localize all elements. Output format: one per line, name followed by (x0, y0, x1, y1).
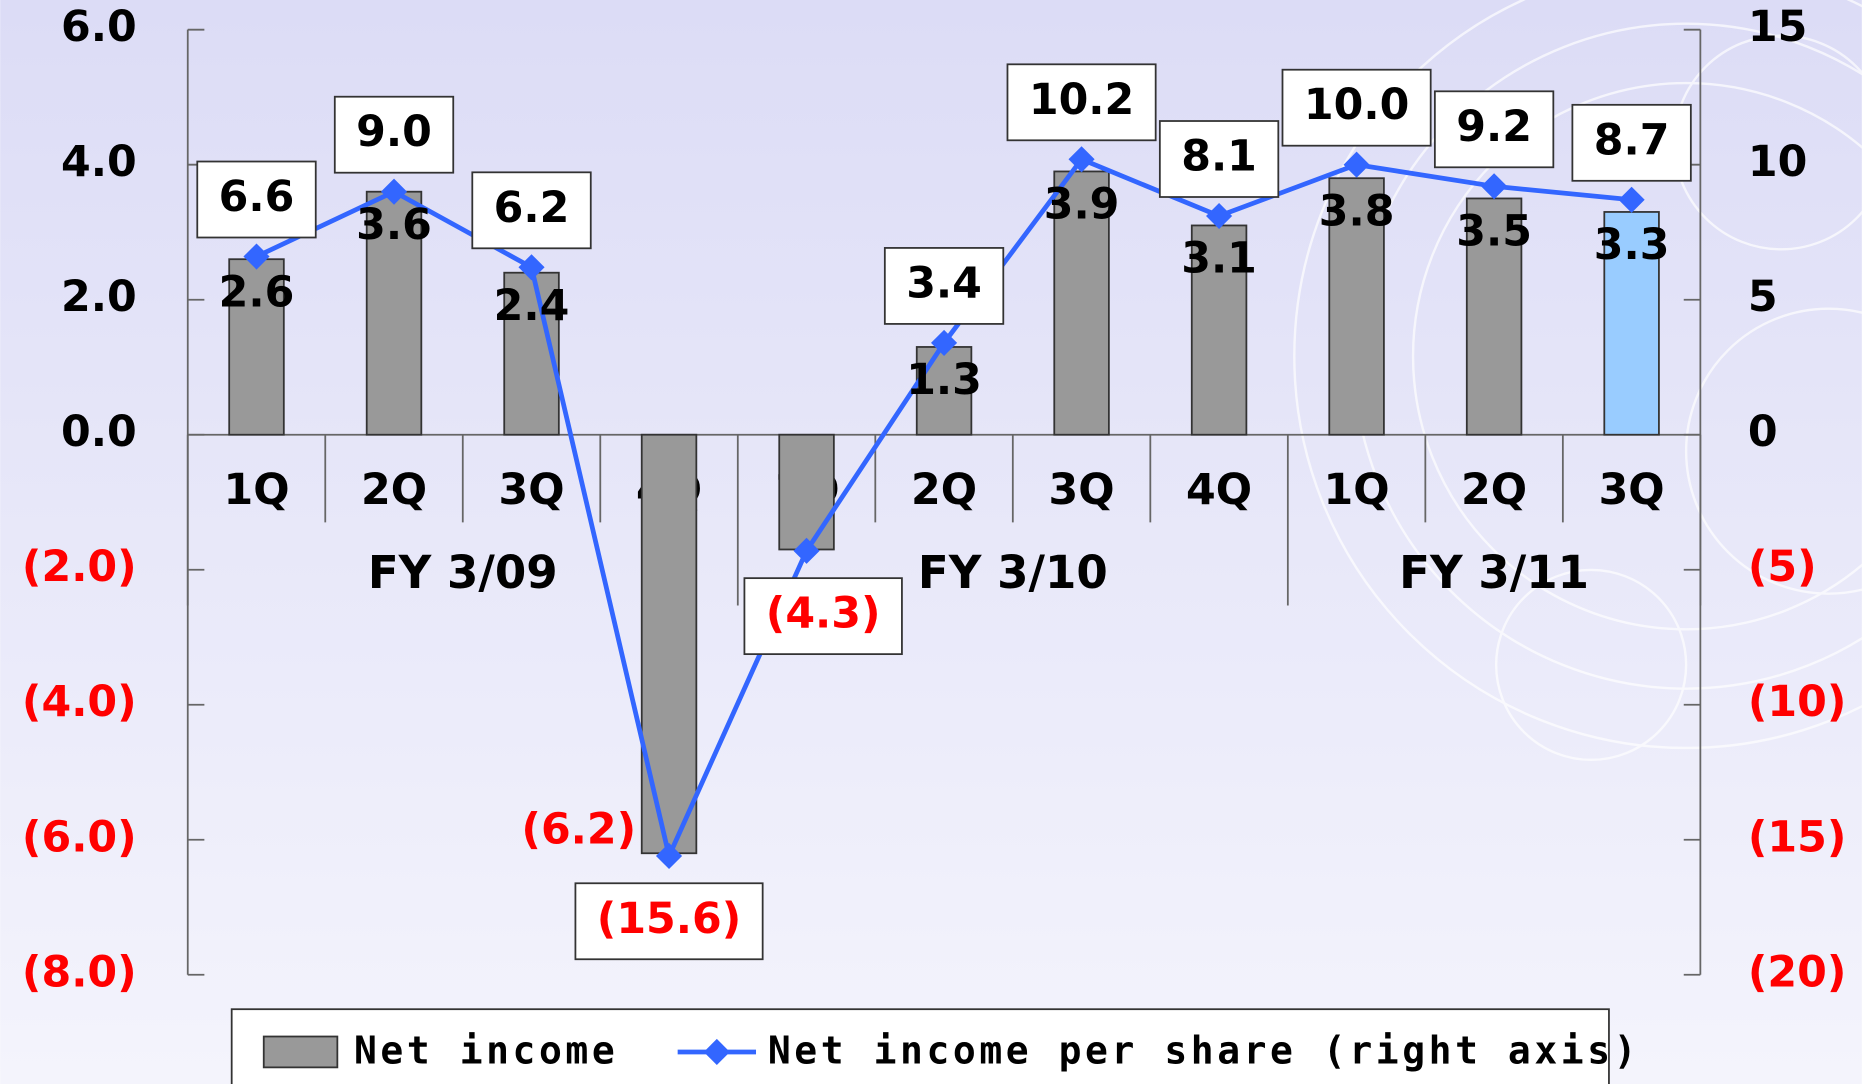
label-box (1006, 63, 1157, 142)
x-tick-label: 3Q (1599, 465, 1665, 515)
group-label: FY 3/10 (918, 546, 1108, 599)
point-label: 8.1 (1158, 120, 1280, 198)
y-tick-label: 6.0 (61, 2, 137, 52)
point-label: 6.6 (196, 160, 317, 239)
bar (1603, 211, 1660, 436)
y2-tick-label: 0 (1748, 407, 1778, 457)
line-marker (1206, 202, 1233, 230)
point-label-text: 6.2 (494, 183, 570, 233)
point-label-text: 9.2 (1456, 102, 1532, 152)
bar (1053, 170, 1110, 436)
point-label-text: 10.2 (1029, 75, 1134, 125)
point-label-text: (4.3) (766, 589, 881, 639)
point-label: 8.7 (1571, 103, 1692, 182)
bar-label: 3.1 (1181, 234, 1257, 284)
line-marker (380, 178, 408, 205)
point-label: 10.0 (1281, 68, 1432, 147)
label-box (1158, 120, 1280, 198)
y2-tick-label: 15 (1748, 2, 1807, 52)
bar (778, 433, 835, 551)
y2-tick-label: 10 (1748, 137, 1807, 187)
point-label: (15.6) (574, 882, 764, 961)
x-tick-label: 3Q (1049, 465, 1115, 515)
line-marker (243, 243, 270, 270)
point-label: 9.0 (333, 95, 455, 174)
point-label-text: (15.6) (597, 894, 742, 944)
x-tick-label: 2Q (1461, 465, 1527, 515)
bar-label: 3.8 (1319, 186, 1395, 236)
point-label: 9.2 (1433, 90, 1555, 169)
bar-label: 2.6 (219, 267, 295, 317)
bar (365, 190, 423, 436)
legend-label: Net income per share (right axis) (768, 1029, 1640, 1073)
bar (228, 258, 285, 436)
y2-tick-label: (15) (1748, 812, 1847, 862)
label-box (1281, 68, 1432, 147)
bar-label: 1.3 (906, 355, 982, 405)
legend: Net income Net income per share (right ax… (262, 1029, 1640, 1073)
label-box (196, 160, 317, 239)
label-box (471, 171, 592, 250)
line-marker (931, 329, 958, 356)
bar-label: (6.2) (521, 804, 636, 854)
label-box (1433, 90, 1555, 169)
group-label: FY 3/11 (1399, 546, 1589, 599)
bar-label: 3.3 (1594, 220, 1670, 270)
bar-label: 3.6 (356, 200, 432, 250)
y2-tick-label: 5 (1748, 272, 1778, 322)
x-tick-label: 4Q (1186, 465, 1252, 515)
y2-tick-label: (20) (1748, 947, 1847, 997)
legend-swatch (262, 1035, 339, 1069)
bar-label: 2.4 (494, 281, 570, 331)
point-label-text: 10.0 (1304, 80, 1409, 130)
y2-tick-label: (10) (1748, 677, 1847, 727)
point-label-text: 8.1 (1181, 132, 1257, 182)
point-label-text: 6.6 (219, 172, 295, 222)
bar-label: 3.5 (1456, 207, 1532, 257)
bar (1465, 197, 1523, 436)
label-box (1571, 103, 1692, 182)
bar (1190, 224, 1248, 436)
x-tick-label: 3Q (498, 465, 564, 515)
y-tick-label: (4.0) (22, 677, 137, 727)
legend-box (230, 1008, 1610, 1084)
point-label-text: 8.7 (1594, 115, 1670, 165)
point-label-text: 9.0 (356, 107, 432, 157)
line-marker (1481, 173, 1508, 200)
label-box (743, 577, 903, 656)
y-tick-label: (8.0) (22, 947, 137, 997)
y-tick-label: (6.0) (22, 812, 137, 862)
line-marker (1343, 151, 1370, 178)
x-tick-label: 2Q (361, 465, 427, 515)
y-tick-label: 2.0 (61, 272, 137, 322)
point-label: 10.2 (1006, 63, 1157, 142)
bar (915, 346, 973, 436)
x-tick-label: 1Q (1324, 465, 1390, 515)
line-marker (1068, 146, 1095, 173)
line-marker (655, 842, 683, 870)
label-box (883, 247, 1005, 325)
bar-label: 3.9 (1044, 180, 1120, 230)
x-tick-label: 1Q (223, 465, 289, 515)
y-tick-label: 0.0 (61, 407, 137, 457)
label-box (333, 95, 455, 174)
y-tick-label: (2.0) (22, 542, 137, 592)
line-marker (1618, 186, 1645, 213)
point-label: 3.4 (883, 247, 1005, 325)
point-label: (4.3) (743, 577, 903, 656)
bar (640, 433, 698, 855)
x-tick-label: 2Q (911, 465, 977, 515)
group-label: FY 3/09 (368, 546, 558, 599)
y-tick-label: 4.0 (61, 137, 137, 187)
point-label-text: 3.4 (906, 258, 982, 308)
label-box (574, 882, 764, 961)
legend-label: Net income (354, 1029, 618, 1073)
y2-tick-label: (5) (1748, 542, 1817, 592)
bar (1328, 177, 1385, 436)
point-label: 6.2 (471, 171, 592, 250)
